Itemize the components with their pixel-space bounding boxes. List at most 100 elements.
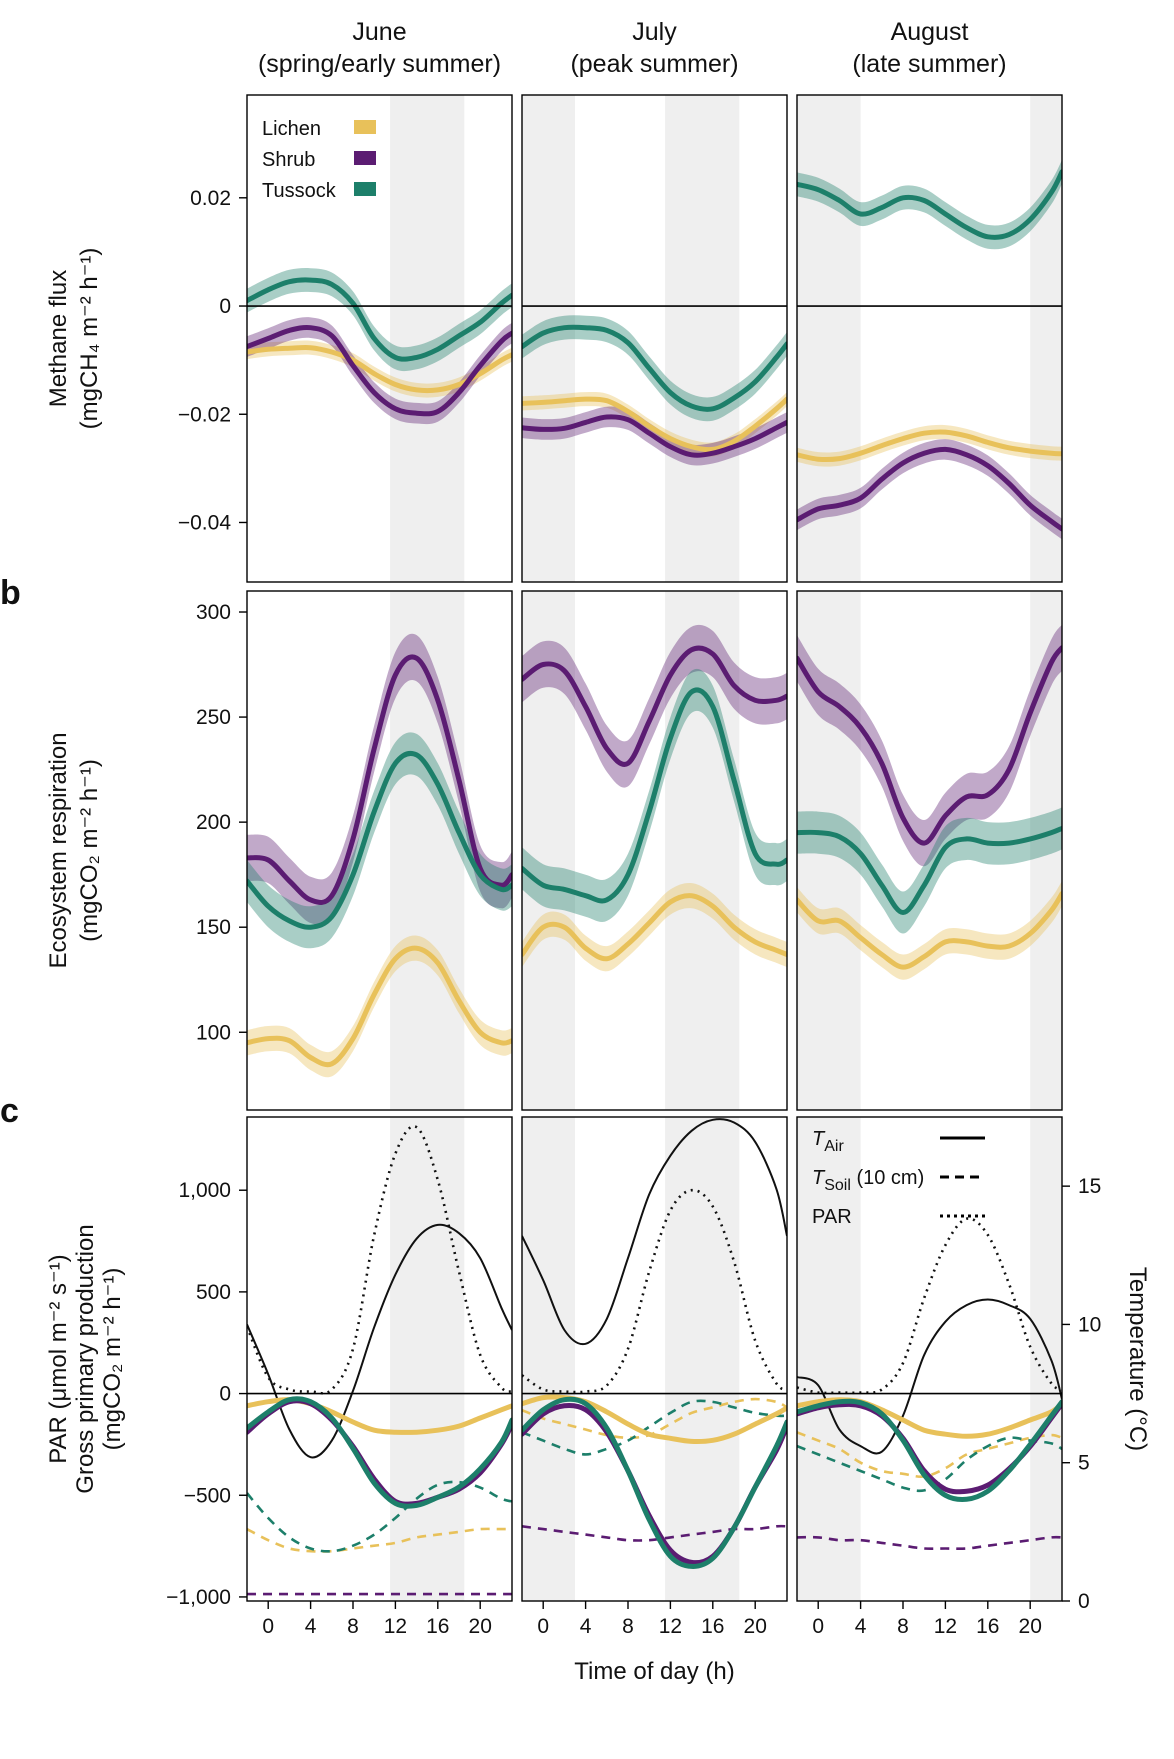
series-line-shrub <box>247 324 512 417</box>
ci-band-shrub <box>797 439 1062 540</box>
legend-subscript: Soil <box>824 1177 851 1194</box>
legend-swatch-shrub <box>354 151 376 165</box>
y2-tick-label: 15 <box>1078 1175 1101 1198</box>
y-tick-label: 100 <box>196 1021 231 1044</box>
x-tick-label: 20 <box>1019 1615 1042 1638</box>
series-line-shrub <box>797 446 1062 532</box>
series-line-tussock <box>247 277 512 362</box>
x-tick-label: 16 <box>426 1615 449 1638</box>
ci-band-shrub <box>247 633 512 926</box>
legend-rest: PAR <box>812 1206 852 1228</box>
panel-frame <box>796 94 1063 583</box>
series-line-tussock <box>522 687 787 904</box>
panel-frame <box>521 1116 788 1602</box>
line-t-soil-lichen <box>247 1527 512 1553</box>
column-subtitle: (late summer) <box>852 50 1006 78</box>
line-t-soil-lichen <box>522 1397 787 1440</box>
column-subtitle: (spring/early summer) <box>258 50 501 78</box>
line-par <box>247 1125 512 1395</box>
series-line-tussock-gpp <box>522 1396 787 1569</box>
legend-label-linetype: PAR <box>812 1206 852 1228</box>
y-tick-label: 250 <box>196 706 231 729</box>
series-line-tussock <box>247 750 512 930</box>
y-axis-title: (mgCH₄ m⁻² h⁻¹) <box>76 248 103 430</box>
line-par <box>522 1188 787 1394</box>
legend-italic: T <box>812 1128 826 1150</box>
y-axis-title: Gross primary production <box>72 1224 99 1493</box>
y2-axis-title: Temperature (°C) <box>1124 1267 1151 1451</box>
line-t-air <box>797 1298 1062 1455</box>
y-axis-title: Methane flux <box>45 270 72 407</box>
ci-band-shrub <box>797 624 1062 867</box>
series-line-lichen <box>797 429 1062 463</box>
legend-label-tussock: Tussock <box>262 180 337 202</box>
x-tick-label: 16 <box>701 1615 724 1638</box>
x-tick-label: 0 <box>812 1615 824 1638</box>
panel-letter-c: c <box>0 1092 19 1130</box>
series-line-tussock <box>797 825 1062 916</box>
panel-frame <box>246 1116 513 1602</box>
panel-frame <box>521 590 788 1111</box>
legend-subscript: Air <box>824 1138 844 1155</box>
x-tick-label: 0 <box>262 1615 274 1638</box>
line-t-air <box>522 1118 787 1346</box>
x-tick-label: 12 <box>384 1615 407 1638</box>
legend-swatch-tussock <box>354 182 376 196</box>
series-line-lichen <box>247 945 512 1068</box>
series-line-lichen <box>797 891 1062 970</box>
ci-band-lichen <box>522 392 787 457</box>
y-axis-title: (mgCO₂ m⁻² h⁻¹) <box>99 1268 126 1451</box>
ci-band-lichen <box>797 424 1062 467</box>
ci-band-tussock <box>522 315 787 422</box>
y2-tick-label: 10 <box>1078 1313 1101 1336</box>
x-tick-label: 4 <box>580 1615 592 1638</box>
y-axis-title: Ecosystem respiration <box>45 732 72 968</box>
y-axis-title: PAR (μmol m⁻² s⁻¹) <box>45 1254 72 1463</box>
series-line-lichen <box>247 344 512 394</box>
y-tick-label: 200 <box>196 811 231 834</box>
x-tick-label: 12 <box>659 1615 682 1638</box>
ci-band-lichen <box>797 881 1062 980</box>
legend-label-linetype: TSoil (10 cm) <box>812 1167 924 1194</box>
series-line-shrub <box>522 645 787 767</box>
legend-swatch-lichen <box>354 120 376 134</box>
y-tick-label: 0 <box>219 295 231 318</box>
ci-band-shrub <box>247 317 512 425</box>
series-line-lichen <box>522 893 787 962</box>
series-line-shrub <box>797 645 1062 846</box>
y-tick-label: −0.04 <box>178 511 231 534</box>
y-axis-title: (mgCO₂ m⁻² h⁻¹) <box>76 759 103 942</box>
series-line-tussock-gpp <box>247 1396 512 1509</box>
x-tick-label: 12 <box>934 1615 957 1638</box>
line-t-soil-lichen <box>797 1431 1062 1479</box>
night-shading <box>797 1117 861 1601</box>
x-tick-label: 4 <box>855 1615 867 1638</box>
ci-band-lichen <box>247 935 512 1078</box>
night-shading <box>390 1117 465 1601</box>
x-tick-label: 8 <box>347 1615 359 1638</box>
y-tick-label: 500 <box>196 1281 231 1304</box>
y-tick-label: −1,000 <box>166 1586 231 1609</box>
legend-label-shrub: Shrub <box>262 149 315 171</box>
y-tick-label: −500 <box>184 1484 231 1507</box>
panel-frame <box>521 94 788 583</box>
y-tick-label: 0 <box>219 1383 231 1406</box>
night-shading <box>665 1117 740 1601</box>
line-t-soil-tussock <box>522 1399 787 1456</box>
column-title: July <box>632 18 677 46</box>
y-tick-label: 300 <box>196 601 231 624</box>
y2-tick-label: 0 <box>1078 1590 1090 1613</box>
y-tick-label: 0.02 <box>190 187 231 210</box>
x-tick-label: 20 <box>744 1615 767 1638</box>
panel-letter-b: b <box>0 574 21 612</box>
panel-frame <box>246 590 513 1111</box>
y2-tick-label: 5 <box>1078 1452 1090 1475</box>
line-par <box>797 1217 1062 1395</box>
x-tick-label: 20 <box>469 1615 492 1638</box>
column-title: June <box>352 18 406 46</box>
column-subtitle: (peak summer) <box>570 50 738 78</box>
x-tick-label: 16 <box>976 1615 999 1638</box>
legend-italic: T <box>812 1167 826 1189</box>
column-title: August <box>891 18 969 46</box>
